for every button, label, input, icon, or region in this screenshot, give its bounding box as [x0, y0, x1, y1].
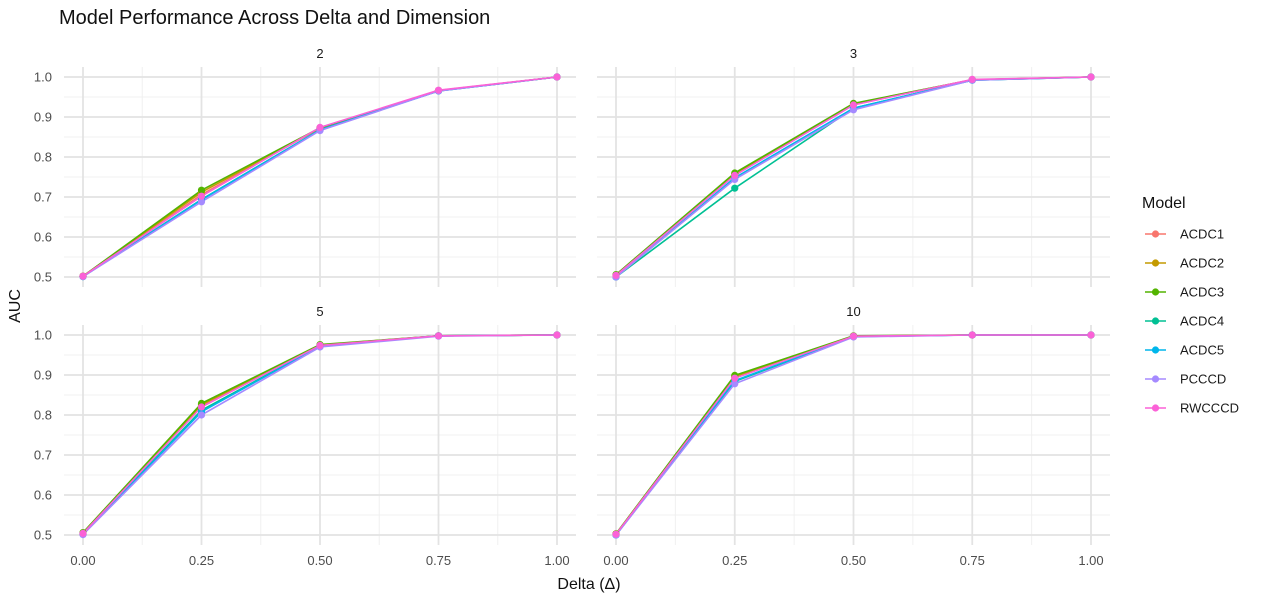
x-axis-title: Delta (Δ): [557, 576, 620, 593]
x-tick-label: 0.75: [426, 553, 451, 568]
facet-label: 2: [316, 46, 323, 61]
y-tick-label: 0.9: [34, 110, 52, 125]
data-point-rwcccd: [553, 331, 561, 339]
y-tick-label: 0.9: [34, 368, 52, 383]
data-point-rwcccd: [731, 374, 739, 382]
data-point-rwcccd: [849, 101, 858, 109]
y-tick-label: 0.5: [34, 270, 52, 285]
data-point-rwcccd: [731, 171, 739, 179]
data-point-rwcccd: [197, 403, 206, 411]
x-tick-label: 0.50: [307, 553, 332, 568]
data-point-rwcccd: [612, 530, 620, 538]
y-tick-label: 0.7: [34, 448, 52, 463]
facet-panel-2: 2 0.5 0.6 0.7 0.8 0.9 1.0: [34, 46, 576, 287]
data-point-rwcccd: [197, 192, 206, 200]
legend-label-rwcccd: RWCCCD: [1180, 401, 1239, 416]
x-tick-label: 0.50: [841, 553, 866, 568]
facet-label: 10: [846, 304, 860, 319]
y-tick-label: 0.6: [34, 230, 52, 245]
legend-key-point-pcccd: [1151, 375, 1160, 383]
data-point-rwcccd: [968, 331, 976, 339]
legend-title: Model: [1142, 195, 1186, 212]
y-tick-label: 1.0: [34, 328, 52, 343]
legend-label-acdc2: ACDC2: [1180, 256, 1224, 271]
data-point-rwcccd: [968, 75, 976, 83]
data-point-pcccd: [197, 198, 206, 206]
facet-label: 5: [316, 304, 323, 319]
data-point-rwcccd: [612, 271, 620, 279]
y-tick-label: 0.8: [34, 150, 52, 165]
data-point-rwcccd: [79, 529, 87, 538]
data-point-pcccd: [731, 380, 739, 388]
legend: Model ACDC1 ACDC2 ACDC3 ACDC4 ACDC5 PCCCD RWCC…: [1142, 195, 1239, 416]
data-point-acdc3: [197, 186, 206, 194]
y-tick-label: 0.8: [34, 408, 52, 423]
x-tick-label: 1.00: [544, 553, 569, 568]
data-point-rwcccd: [316, 123, 324, 131]
chart-title: Model Performance Across Delta and Dimen…: [59, 7, 490, 29]
facet-label: 3: [850, 46, 857, 61]
y-tick-label: 1.0: [34, 70, 52, 85]
data-point-rwcccd: [434, 86, 443, 94]
x-tick-label: 0.25: [722, 553, 747, 568]
legend-key-point-acdc4: [1151, 317, 1160, 325]
data-point-rwcccd: [79, 272, 87, 280]
facet-panels: 20.50.60.70.80.91.0350.50.60.70.80.91.00…: [34, 46, 1110, 568]
legend-label-pcccd: PCCCD: [1180, 372, 1226, 387]
legend-label-acdc4: ACDC4: [1180, 314, 1224, 329]
x-tick-label: 1.00: [1078, 553, 1103, 568]
legend-key-point-acdc5: [1151, 346, 1160, 354]
data-point-rwcccd: [1087, 331, 1095, 339]
x-tick-label: 0.25: [189, 553, 214, 568]
data-point-rwcccd: [553, 73, 561, 81]
data-point-rwcccd: [849, 332, 858, 340]
legend-label-acdc1: ACDC1: [1180, 227, 1224, 242]
data-point-acdc4: [731, 184, 739, 192]
legend-key-point-acdc2: [1151, 259, 1160, 267]
legend-label-acdc5: ACDC5: [1180, 343, 1224, 358]
facet-panel-3: 3: [597, 46, 1110, 287]
facet-panel-5: 5 0.5 0.6 0.7 0.8 0.9 1.0 0.00 0.25 0.50 0.75 1.00: [34, 304, 576, 568]
y-tick-label: 0.6: [34, 488, 52, 503]
x-tick-label: 0.75: [960, 553, 985, 568]
data-point-rwcccd: [316, 341, 324, 349]
facet-panel-10: 10 0.00 0.25 0.50 0.75 1.00: [597, 304, 1110, 568]
data-point-rwcccd: [434, 332, 443, 340]
data-point-pcccd: [197, 411, 206, 419]
data-point-rwcccd: [1087, 73, 1095, 81]
x-tick-label: 0.00: [70, 553, 95, 568]
y-tick-label: 0.7: [34, 190, 52, 205]
legend-label-acdc3: ACDC3: [1180, 285, 1224, 300]
legend-key-point-acdc3: [1151, 288, 1160, 296]
legend-key-point-rwcccd: [1151, 404, 1160, 412]
y-axis-title: AUC: [7, 289, 24, 323]
x-tick-label: 0.00: [603, 553, 628, 568]
legend-key-point-acdc1: [1151, 230, 1160, 238]
y-tick-label: 0.5: [34, 528, 52, 543]
